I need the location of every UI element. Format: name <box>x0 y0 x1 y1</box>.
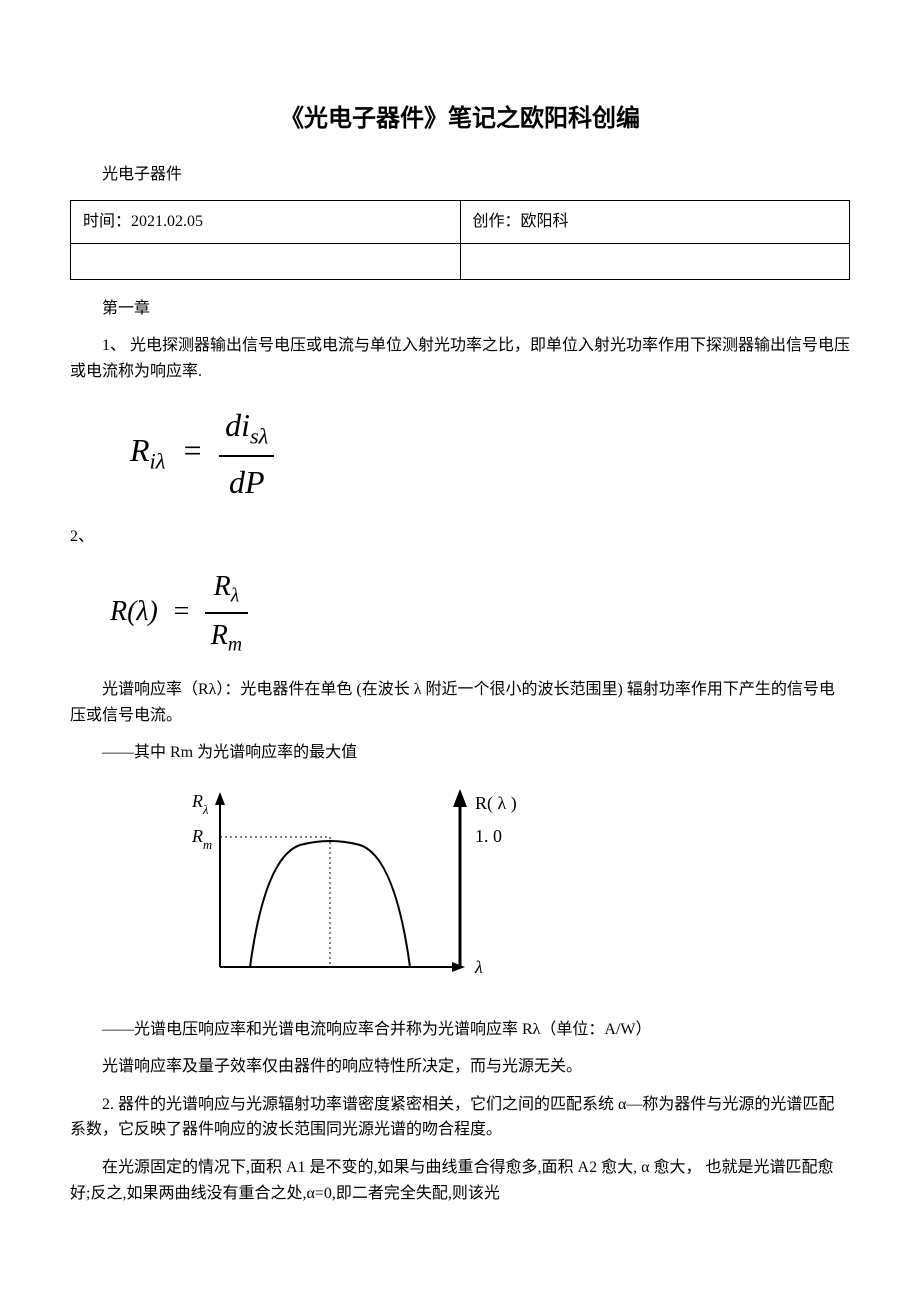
chapter-heading: 第一章 <box>70 296 850 322</box>
paragraph: ——光谱电压响应率和光谱电流响应率合并称为光谱响应率 Rλ（单位：A/W） <box>70 1017 850 1043</box>
paragraph: 2. 器件的光谱响应与光源辐射功率谱密度紧密相关，它们之间的匹配系统 α—称为器… <box>70 1092 850 1143</box>
document-title: 《光电子器件》笔记之欧阳科创编 <box>70 100 850 138</box>
formula-left: Riλ <box>130 432 165 468</box>
info-table: 时间：2021.02.05 创作：欧阳科 <box>70 200 850 280</box>
table-cell-empty <box>460 243 850 279</box>
formula-left: R(λ) <box>110 596 158 627</box>
svg-text:Rλ: Rλ <box>191 791 209 817</box>
table-cell-author: 创作：欧阳科 <box>460 200 850 243</box>
table-cell-time: 时间：2021.02.05 <box>71 200 461 243</box>
table-row: 时间：2021.02.05 创作：欧阳科 <box>71 200 850 243</box>
formula-responsivity: Riλ = disλ dP <box>130 400 850 507</box>
spectral-chart-svg: Rλ Rm R( λ ) 1. 0 λ <box>150 782 570 992</box>
subtitle: 光电子器件 <box>70 162 850 188</box>
svg-text:Rm: Rm <box>191 826 212 852</box>
paragraph: 在光源固定的情况下,面积 A1 是不变的,如果与曲线重合得愈多,面积 A2 愈大… <box>70 1155 850 1206</box>
item-2: 2、 <box>70 524 850 550</box>
spectral-response-chart: Rλ Rm R( λ ) 1. 0 λ <box>150 782 850 1001</box>
paragraph: ——其中 Rm 为光谱响应率的最大值 <box>70 740 850 766</box>
svg-text:R( λ ): R( λ ) <box>475 793 517 814</box>
table-row <box>71 243 850 279</box>
paragraph: 光谱响应率及量子效率仅由器件的响应特性所决定，而与光源无关。 <box>70 1054 850 1080</box>
svg-text:1. 0: 1. 0 <box>475 826 502 846</box>
paragraph: 光谱响应率（Rλ）：光电器件在单色 (在波长 λ 附近一个很小的波长范围里) 辐… <box>70 677 850 728</box>
table-cell-empty <box>71 243 461 279</box>
paragraph: 1、 光电探测器输出信号电压或电流与单位入射光功率之比，即单位入射光功率作用下探… <box>70 333 850 384</box>
svg-text:λ: λ <box>474 957 483 977</box>
formula-spectral-response: R(λ) = Rλ Rm <box>110 565 850 661</box>
